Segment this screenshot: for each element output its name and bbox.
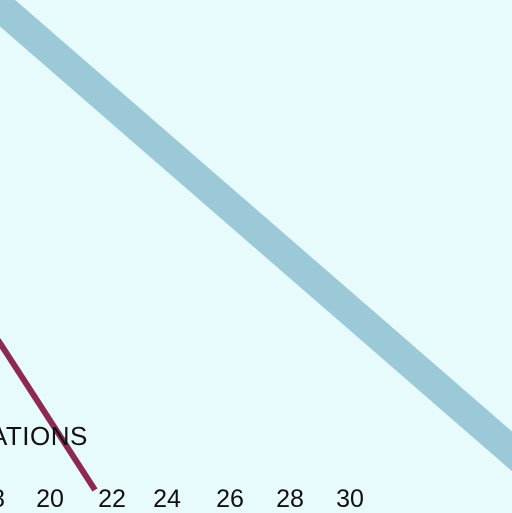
km-marker-26: 26 <box>216 485 244 513</box>
km-marker-30: 30 <box>336 485 364 513</box>
narrow-line <box>0 338 98 492</box>
km-marker-20: 20 <box>36 485 64 513</box>
km-marker-28: 28 <box>276 485 304 513</box>
km-marker-22: 22 <box>98 485 126 513</box>
km-marker-8: 8 <box>0 487 5 512</box>
km-marker-24: 24 <box>153 485 181 513</box>
wide-road <box>0 0 512 472</box>
area-label: ATIONS <box>0 421 88 451</box>
